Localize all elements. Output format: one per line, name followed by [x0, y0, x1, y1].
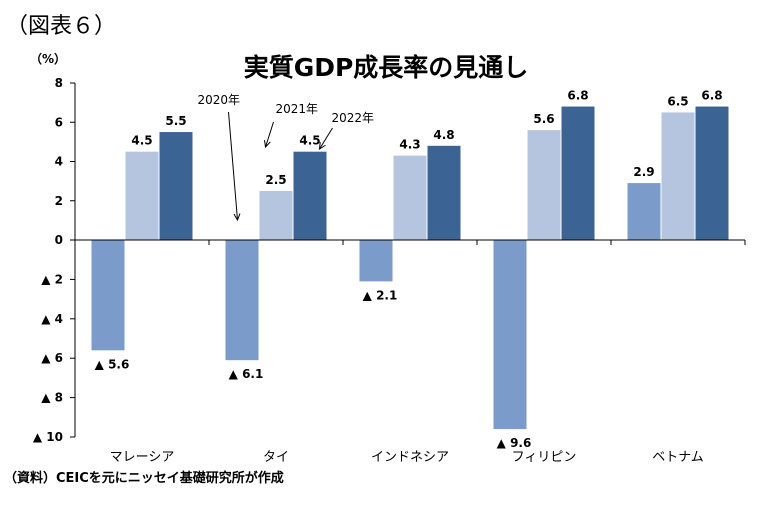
figure-label: （図表６）	[6, 14, 117, 39]
category-label: タイ	[263, 450, 289, 465]
data-label: 6.5	[667, 94, 688, 108]
y-tick-label: ▲ 2	[41, 272, 63, 286]
data-label: 4.5	[131, 134, 152, 148]
bar	[159, 132, 193, 240]
series-annotation: 2020年	[198, 93, 241, 107]
data-label: 4.3	[399, 138, 420, 152]
y-tick-label: ▲ 10	[33, 430, 63, 444]
annotation-arrow-head	[264, 139, 271, 149]
bar	[661, 112, 695, 240]
category-label: フィリピン	[512, 450, 577, 465]
data-label: 6.8	[567, 89, 588, 103]
bar	[527, 130, 561, 240]
series-annotation: 2021年	[276, 102, 319, 116]
data-label: ▲ 5.6	[95, 357, 130, 371]
bar	[91, 240, 125, 351]
bar	[359, 240, 393, 282]
data-label: 5.5	[165, 114, 186, 128]
bar	[427, 145, 461, 240]
bar	[125, 151, 159, 240]
annotation-arrow-line	[228, 111, 238, 221]
source-note: （資料）CEICを元にニッセイ基礎研究所が作成	[4, 471, 284, 486]
category-label: マレーシア	[110, 450, 175, 465]
y-tick-label: 8	[55, 76, 63, 90]
y-tick-label: 2	[55, 194, 63, 208]
annotation-arrow-line	[319, 127, 333, 150]
y-tick-label: 6	[55, 115, 63, 129]
bar	[627, 183, 661, 240]
data-label: 6.8	[701, 89, 722, 103]
bar	[695, 106, 729, 240]
y-tick-label: ▲ 6	[41, 351, 63, 365]
data-label: 5.6	[533, 112, 554, 126]
bar	[561, 106, 595, 240]
category-label: インドネシア	[371, 450, 449, 465]
data-label: ▲ 9.6	[497, 436, 532, 450]
bar	[493, 240, 527, 430]
bar	[225, 240, 259, 361]
y-tick-label: 4	[55, 155, 63, 169]
annotation-arrow-line	[265, 121, 274, 148]
bar	[293, 151, 327, 240]
data-label: 4.8	[433, 128, 454, 142]
data-label: 2.9	[633, 165, 654, 179]
data-label: 2.5	[265, 173, 286, 187]
y-tick-label: ▲ 4	[41, 312, 63, 326]
data-label: 4.5	[299, 134, 320, 148]
annotation-arrow-head	[318, 141, 326, 150]
series-annotation: 2022年	[332, 111, 375, 125]
y-tick-label: 0	[55, 233, 63, 247]
chart-title: 実質GDP成長率の見通し	[243, 53, 529, 82]
bar	[393, 155, 427, 240]
bar	[259, 190, 293, 240]
annotation-arrow-head	[233, 213, 241, 222]
y-tick-label: ▲ 8	[41, 391, 63, 405]
y-axis-unit: （%）	[30, 52, 67, 66]
category-label: ベトナム	[652, 450, 704, 465]
data-label: ▲ 2.1	[363, 288, 398, 302]
data-label: ▲ 6.1	[229, 367, 264, 381]
